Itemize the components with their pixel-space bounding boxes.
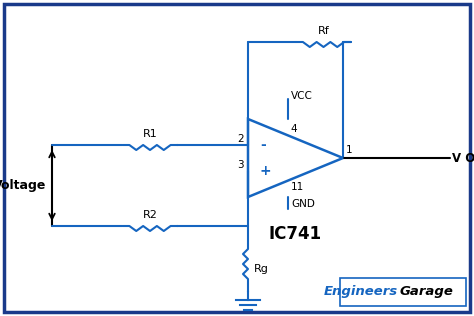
- Text: Garage: Garage: [399, 285, 453, 299]
- Text: VCC: VCC: [291, 91, 313, 101]
- FancyBboxPatch shape: [340, 278, 466, 306]
- Text: Rg: Rg: [254, 264, 269, 274]
- Text: -: -: [260, 138, 266, 152]
- Text: V OUT: V OUT: [452, 151, 474, 165]
- Text: 4: 4: [291, 124, 298, 134]
- Text: 11: 11: [291, 182, 304, 192]
- Text: Rf: Rf: [318, 26, 329, 36]
- Text: IC741: IC741: [269, 225, 322, 243]
- Text: 2: 2: [237, 134, 244, 144]
- Text: GND: GND: [291, 199, 315, 209]
- Text: R1: R1: [143, 129, 157, 139]
- Text: Voltage: Voltage: [0, 179, 46, 192]
- Text: 3: 3: [237, 160, 244, 170]
- Text: R2: R2: [143, 210, 157, 220]
- Text: Engineers: Engineers: [324, 285, 398, 299]
- FancyBboxPatch shape: [4, 4, 470, 312]
- Text: 1: 1: [346, 145, 353, 155]
- Text: +: +: [260, 164, 272, 178]
